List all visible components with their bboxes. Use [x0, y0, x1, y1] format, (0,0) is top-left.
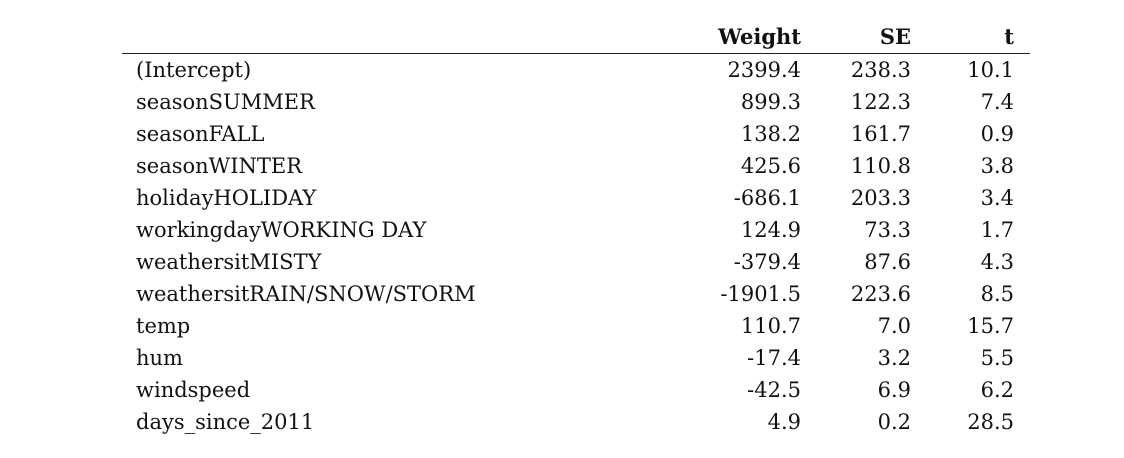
cell-weight: 110.7	[740, 314, 801, 338]
cell-term: weathersitRAIN/SNOW/STORM	[136, 282, 476, 306]
cell-t: 7.4	[980, 90, 1014, 114]
cell-term: seasonWINTER	[136, 154, 303, 178]
cell-t: 8.5	[980, 282, 1014, 306]
cell-t: 10.1	[967, 58, 1014, 82]
table-header: Weight SE t	[122, 20, 1030, 54]
cell-term: seasonSUMMER	[136, 90, 315, 114]
cell-weight: 425.6	[740, 154, 801, 178]
cell-se: 223.6	[850, 282, 911, 306]
cell-t: 3.4	[980, 186, 1014, 210]
cell-term: weathersitMISTY	[136, 250, 322, 274]
table-row: workingdayWORKING DAY 124.9 73.3 1.7	[122, 214, 1030, 246]
header-weight: Weight	[705, 20, 815, 54]
regression-table-container: Weight SE t (Intercept) 2399.4 238.3 10.1 se…	[122, 20, 1030, 438]
table-body: (Intercept) 2399.4 238.3 10.1 seasonSUMMER 89…	[122, 54, 1030, 439]
cell-se: 73.3	[864, 218, 911, 242]
cell-term: seasonFALL	[136, 122, 265, 146]
cell-t: 6.2	[980, 378, 1014, 402]
table-row: hum -17.4 3.2 5.5	[122, 342, 1030, 374]
cell-se: 161.7	[850, 122, 911, 146]
cell-se: 122.3	[850, 90, 911, 114]
table-row: days_since_2011 4.9 0.2 28.5	[122, 406, 1030, 438]
cell-t: 3.8	[980, 154, 1014, 178]
header-se: SE	[815, 20, 925, 54]
header-row: Weight SE t	[122, 20, 1030, 54]
cell-se: 6.9	[877, 378, 911, 402]
table-row: windspeed -42.5 6.9 6.2	[122, 374, 1030, 406]
cell-term: windspeed	[136, 378, 251, 402]
cell-t: 28.5	[967, 410, 1014, 434]
cell-weight: -686.1	[733, 186, 801, 210]
cell-t: 4.3	[980, 250, 1014, 274]
cell-se: 3.2	[877, 346, 911, 370]
table-row: weathersitMISTY -379.4 87.6 4.3	[122, 246, 1030, 278]
cell-se: 87.6	[864, 250, 911, 274]
cell-t: 1.7	[980, 218, 1014, 242]
cell-se: 203.3	[850, 186, 911, 210]
table-row: temp 110.7 7.0 15.7	[122, 310, 1030, 342]
cell-weight: 2399.4	[727, 58, 801, 82]
table-row: weathersitRAIN/SNOW/STORM -1901.5 223.6 8.5	[122, 278, 1030, 310]
cell-se: 7.0	[877, 314, 911, 338]
cell-term: holidayHOLIDAY	[136, 186, 317, 210]
cell-term: temp	[136, 314, 191, 338]
cell-weight: 4.9	[767, 410, 801, 434]
cell-se: 110.8	[850, 154, 911, 178]
cell-term: hum	[136, 346, 183, 370]
cell-weight: 124.9	[740, 218, 801, 242]
table-row: seasonWINTER 425.6 110.8 3.8	[122, 150, 1030, 182]
cell-weight: -17.4	[747, 346, 801, 370]
cell-term: (Intercept)	[136, 58, 252, 82]
regression-coefficients-table: Weight SE t (Intercept) 2399.4 238.3 10.1 se…	[122, 20, 1030, 438]
cell-t: 0.9	[980, 122, 1014, 146]
cell-se: 0.2	[877, 410, 911, 434]
cell-term: workingdayWORKING DAY	[136, 218, 427, 242]
cell-weight: 138.2	[740, 122, 801, 146]
cell-term: days_since_2011	[136, 410, 315, 434]
table-row: seasonSUMMER 899.3 122.3 7.4	[122, 86, 1030, 118]
cell-t: 5.5	[980, 346, 1014, 370]
header-t: t	[925, 20, 1030, 54]
cell-weight: -379.4	[733, 250, 801, 274]
table-row: seasonFALL 138.2 161.7 0.9	[122, 118, 1030, 150]
cell-weight: 899.3	[740, 90, 801, 114]
cell-weight: -1901.5	[720, 282, 801, 306]
table-row: (Intercept) 2399.4 238.3 10.1	[122, 54, 1030, 87]
cell-t: 15.7	[967, 314, 1014, 338]
cell-se: 238.3	[850, 58, 911, 82]
header-term	[122, 20, 705, 54]
table-row: holidayHOLIDAY -686.1 203.3 3.4	[122, 182, 1030, 214]
cell-weight: -42.5	[747, 378, 801, 402]
